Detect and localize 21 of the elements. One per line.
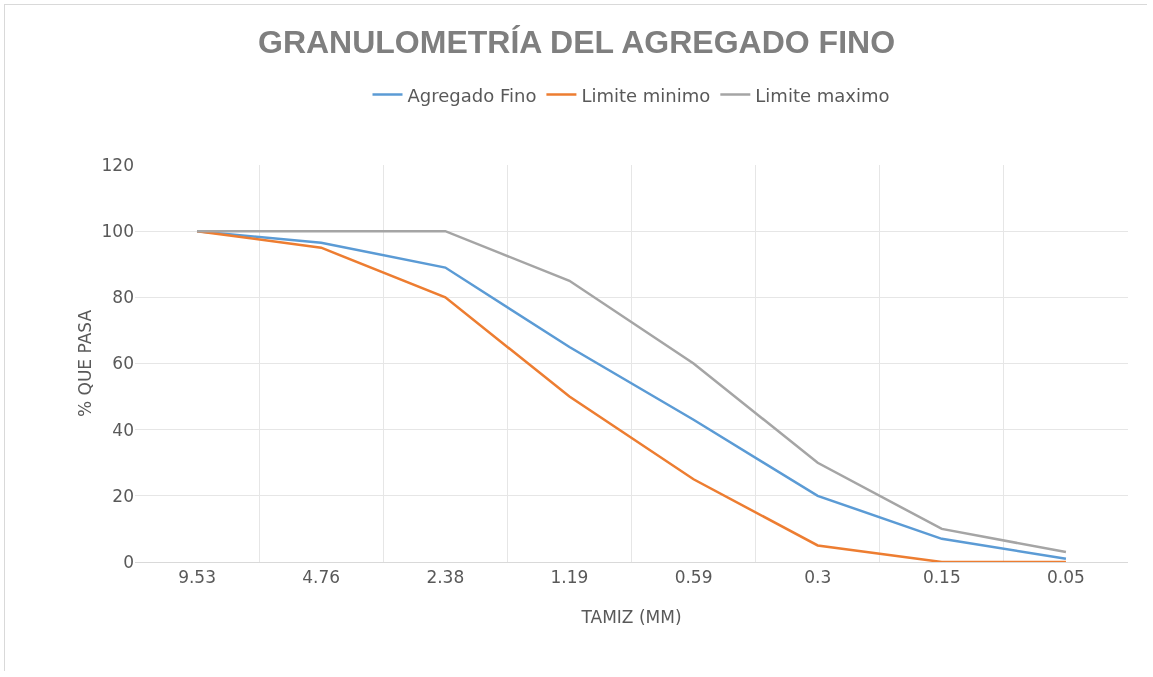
chart-title: GRANULOMETRÍA DEL AGREGADO FINO — [257, 23, 896, 60]
y-tick-label: 40 — [112, 419, 134, 440]
x-tick-label: 0.15 — [922, 567, 961, 588]
x-tick-label: 2.38 — [426, 567, 465, 588]
y-tick-label: 60 — [112, 353, 134, 374]
x-tick-label: 0.3 — [804, 567, 832, 588]
legend-label: Agregado Fino — [407, 84, 537, 106]
y-axis-title: % QUE PASA — [75, 309, 95, 418]
x-tick-label: 9.53 — [178, 567, 216, 588]
y-tick-label: 100 — [101, 221, 134, 242]
x-tick-label: 0.05 — [1047, 567, 1085, 588]
legend-label: Limite maximo — [755, 84, 890, 106]
x-axis-title: TAMIZ (MM) — [580, 607, 682, 627]
y-tick-label: 120 — [101, 154, 134, 175]
y-tick-label: 80 — [112, 287, 134, 308]
x-tick-label: 4.76 — [302, 567, 341, 588]
y-tick-label: 0 — [123, 551, 134, 572]
x-tick-label: 1.19 — [550, 567, 589, 588]
legend-label: Limite minimo — [581, 84, 711, 106]
x-tick-label: 0.59 — [674, 567, 713, 588]
y-tick-label: 20 — [112, 485, 134, 506]
